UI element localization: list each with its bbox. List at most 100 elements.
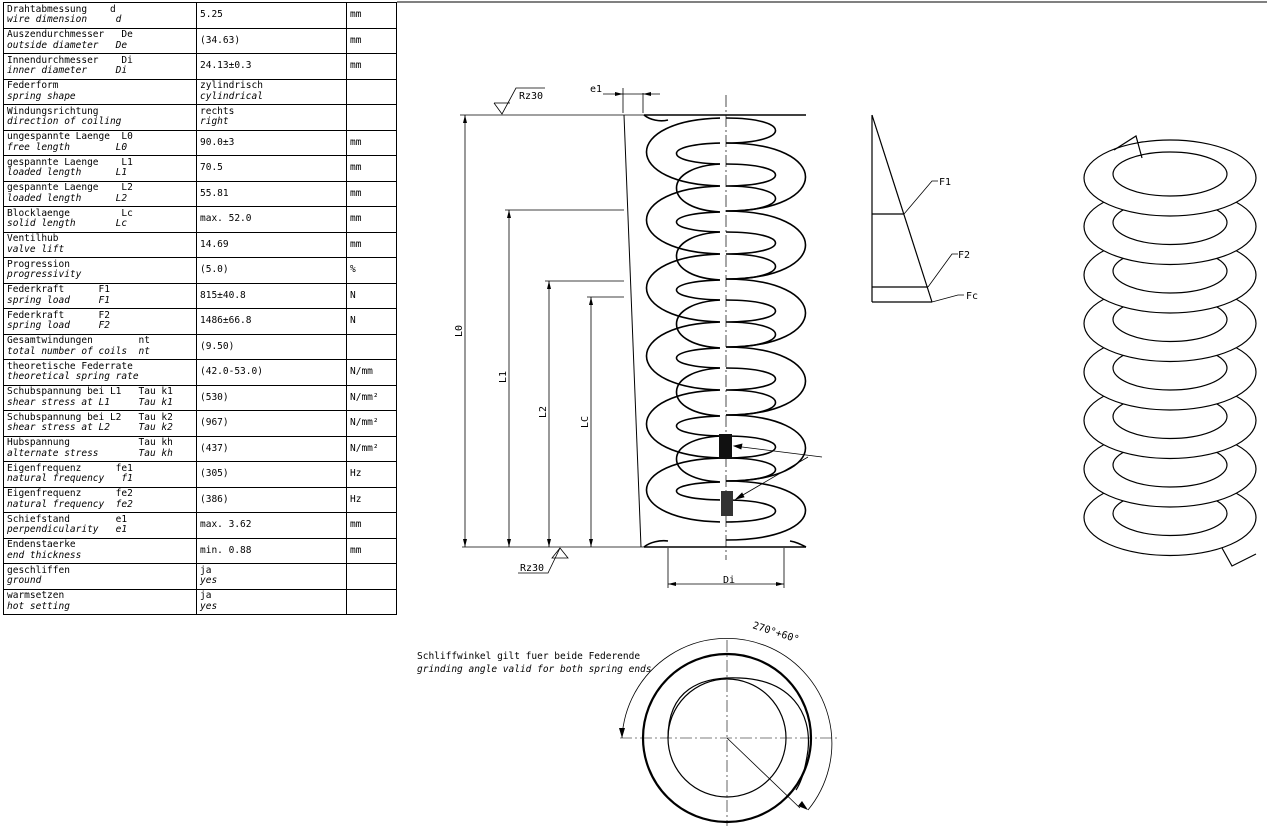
spec-value-en: yes — [200, 600, 218, 612]
f1-label: F1 — [939, 177, 951, 188]
spec-unit: N/mm² — [346, 410, 397, 437]
iso-coil-end-bottom — [1221, 547, 1257, 567]
spec-value-cell: (305) — [196, 461, 347, 488]
spec-row: geschliffen ground ja yes — [3, 563, 397, 590]
lc-label: LC — [580, 416, 591, 428]
spec-table: Drahtabmessung d wire dimension d 5.25 mm Au… — [3, 2, 397, 615]
spec-unit: mm — [346, 231, 397, 258]
spec-label-de: Federkraft F2 — [7, 309, 110, 321]
spec-value: 24.13±0.3 — [200, 60, 252, 71]
spec-label-de: Schiefstand e1 — [7, 513, 128, 525]
spec-row: Eigenfrequenz fe2 natural frequency fe2 (3… — [3, 486, 397, 513]
spec-value: zylindrisch — [200, 80, 263, 92]
spec-label-de: Drahtabmessung d — [7, 3, 116, 15]
spec-label-cell: Schubspannung bei L1 Tau k1 shear stress … — [3, 384, 197, 411]
spec-value-cell: ja yes — [196, 563, 347, 590]
spec-label-en: hot setting — [7, 600, 70, 612]
spec-value-cell: 5.25 — [196, 2, 347, 29]
spec-row: Schiefstand e1 perpendicularity e1 max. 3.… — [3, 512, 397, 539]
spec-label-en: loaded length L1 — [7, 167, 128, 179]
spec-label-en: theoretical spring rate — [7, 371, 139, 383]
spec-label-en: progressivity — [7, 269, 82, 281]
spec-value: (437) — [200, 442, 229, 454]
spec-label-de: Federkraft F1 — [7, 284, 110, 296]
spec-label-cell: Gesamtwindungen nt total number of coils … — [3, 333, 197, 360]
spec-value-cell: (34.63) — [196, 27, 347, 54]
spec-label-de: geschliffen — [7, 564, 70, 576]
spec-unit: N — [346, 308, 397, 335]
spec-row: Windungsrichtung direction of coiling rech… — [3, 104, 397, 131]
spec-row: Innendurchmesser Di inner diameter Di 24.1… — [3, 53, 397, 80]
spec-label-cell: Federkraft F1 spring load F1 — [3, 282, 197, 309]
spec-value: max. 52.0 — [200, 213, 252, 224]
dimension-lines — [460, 88, 785, 588]
spec-label-en: natural frequency f1 — [7, 473, 133, 485]
spring-isometric-view — [1083, 135, 1257, 567]
spec-label-cell: Hubspannung Tau kh alternate stress Tau k… — [3, 435, 197, 462]
spec-row: Endenstaerke end thickness min. 0.88 mm — [3, 537, 397, 564]
spec-unit: N — [346, 282, 397, 309]
spec-label-en: total number of coils nt — [7, 345, 150, 357]
spec-value: 70.5 — [200, 162, 223, 173]
spec-value-cell: 14.69 — [196, 231, 347, 258]
e1-label: e1 — [590, 84, 602, 95]
spec-value: 90.0±3 — [200, 136, 235, 148]
spec-label-en: spring load F1 — [7, 294, 110, 306]
spec-value: min. 0.88 — [200, 544, 252, 556]
spec-unit: mm — [346, 53, 397, 80]
spec-row: Federkraft F2 spring load F2 1486±66.8 N — [3, 308, 397, 335]
spec-row: warmsetzen hot setting ja yes — [3, 588, 397, 615]
spring-side-view — [623, 114, 807, 548]
spec-value: (5.0) — [200, 264, 229, 275]
spec-label-de: gespannte Laenge L2 — [7, 182, 133, 194]
spec-row: gespannte Laenge L2 loaded length L2 55.81… — [3, 180, 397, 207]
spec-label-de: Auszendurchmesser De — [7, 29, 133, 41]
spec-label-de: gespannte Laenge L1 — [7, 156, 133, 168]
grind-angle-label: 270°+60° — [751, 620, 800, 645]
spec-value: 1486±66.8 — [200, 315, 252, 326]
grind-note-de: Schliffwinkel gilt fuer beide Federende — [417, 651, 640, 662]
spec-label-de: ungespannte Laenge L0 — [7, 131, 133, 143]
spec-value: 55.81 — [200, 187, 229, 199]
spec-label-cell: Progression progressivity — [3, 257, 197, 284]
l1-label: L1 — [498, 371, 509, 383]
spec-label-en: free length L0 — [7, 141, 128, 153]
spec-label-en: inner diameter Di — [7, 65, 128, 77]
spec-value-en: cylindrical — [200, 90, 263, 102]
spec-value-cell: 1486±66.8 — [196, 308, 347, 335]
spec-row: Hubspannung Tau kh alternate stress Tau k… — [3, 435, 397, 462]
spec-label-de: Progression — [7, 258, 70, 270]
spec-value-en: right — [200, 116, 229, 128]
spec-label-en: loaded length L2 — [7, 192, 128, 204]
spec-value-cell: ja yes — [196, 588, 347, 615]
spec-label-de: Innendurchmesser Di — [7, 54, 133, 66]
spec-label-cell: Windungsrichtung direction of coiling — [3, 104, 197, 131]
surface-finish-symbols — [493, 87, 569, 574]
iso-coil-end-top — [1113, 135, 1143, 159]
spec-label-cell: geschliffen ground — [3, 563, 197, 590]
force-diagram — [871, 114, 964, 303]
spec-row: Federkraft F1 spring load F1 815±40.8 N — [3, 282, 397, 309]
spec-unit: mm — [346, 512, 397, 539]
spec-value: (9.50) — [200, 340, 235, 352]
spec-unit: mm — [346, 180, 397, 207]
spec-label-de: Schubspannung bei L2 Tau k2 — [7, 411, 173, 423]
paint-mark-leader — [732, 443, 823, 500]
rz30-bottom-label: Rz30 — [520, 563, 544, 574]
spec-value: 5.25 — [200, 9, 223, 20]
spec-label-de: Gesamtwindungen nt — [7, 335, 150, 347]
spec-unit — [346, 78, 397, 105]
spec-label-de: Blocklaenge Lc — [7, 207, 133, 219]
spec-label-en: shear stress at L1 Tau k1 — [7, 396, 173, 408]
spec-unit: mm — [346, 206, 397, 233]
paint-mark-lower — [721, 491, 733, 516]
spec-value: (967) — [200, 417, 229, 428]
spec-label-de: Federform — [7, 80, 59, 92]
spec-label-de: Eigenfrequenz fe2 — [7, 488, 133, 500]
spec-value: 14.69 — [200, 238, 229, 250]
spec-label-de: Schubspannung bei L1 Tau k1 — [7, 386, 173, 398]
spec-label-de: theoretische Federrate — [7, 360, 133, 372]
spec-label-cell: Innendurchmesser Di inner diameter Di — [3, 53, 197, 80]
spec-value-cell: 24.13±0.3 — [196, 53, 347, 80]
